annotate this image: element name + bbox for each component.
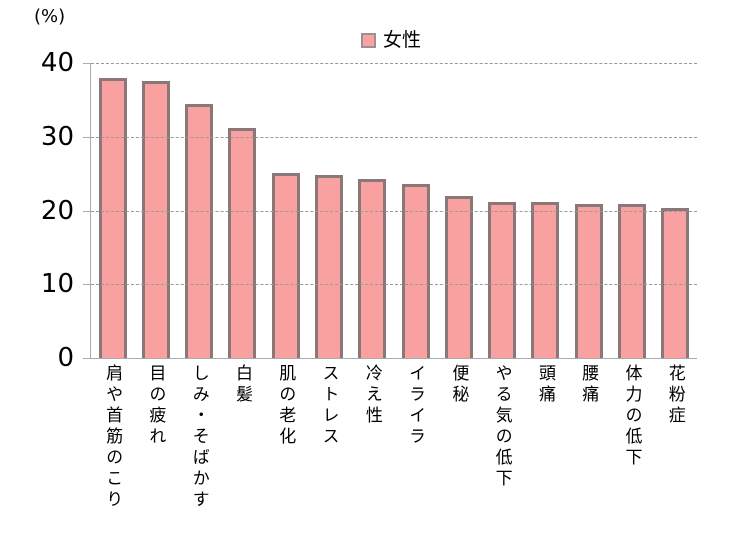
bar-slot	[91, 77, 134, 358]
y-axis-tick-label: 30	[40, 121, 74, 152]
x-label-slot: ストレス	[306, 364, 349, 448]
bar-slot	[394, 183, 437, 358]
y-axis-tick	[83, 210, 90, 212]
bar	[401, 183, 430, 358]
x-label-slot: 花粉症	[653, 364, 696, 427]
x-axis-category-label: 花粉症	[664, 364, 685, 427]
bar-slot	[524, 202, 567, 358]
x-axis-category-label: やる気の低下	[491, 364, 512, 490]
bar-slot	[351, 178, 394, 358]
x-label-slot: イライラ	[393, 364, 436, 448]
bar-slot	[178, 104, 221, 358]
x-label-slot: 目の疲れ	[133, 364, 176, 448]
x-axis-category-label: しみ・そばかす	[188, 364, 209, 511]
gridline	[91, 63, 697, 64]
bar	[141, 80, 170, 358]
bar-slot	[221, 127, 264, 358]
x-axis-category-label: 頭痛	[534, 364, 555, 406]
bar-slot	[264, 172, 307, 358]
x-label-slot: 頭痛	[523, 364, 566, 406]
legend-swatch	[361, 33, 376, 48]
bar	[574, 203, 603, 358]
legend: 女性	[361, 31, 421, 50]
bar	[185, 104, 214, 358]
bar	[444, 195, 473, 358]
bar	[271, 172, 300, 358]
x-axis-category-label: 肩や首筋のこり	[102, 364, 123, 511]
bar	[315, 175, 344, 358]
y-axis-unit-label: (%)	[34, 6, 66, 27]
x-label-slot: 体力の低下	[609, 364, 652, 469]
bar	[98, 77, 127, 358]
bar-slot	[437, 195, 480, 358]
bar-slot	[481, 202, 524, 358]
y-axis-tick-label: 10	[40, 269, 74, 300]
bar	[358, 178, 387, 358]
bar	[618, 203, 647, 358]
bar	[488, 202, 517, 358]
x-axis-category-label: 白髪	[231, 364, 252, 406]
x-axis-category-label: 便秘	[448, 364, 469, 406]
bar-slot	[610, 203, 653, 358]
plot-area	[90, 63, 697, 359]
y-axis-tick-label: 20	[40, 195, 74, 226]
y-axis-tick-label: 40	[40, 48, 74, 78]
x-label-slot: 肌の老化	[263, 364, 306, 448]
x-label-slot: 腰痛	[566, 364, 609, 406]
x-axis-labels: 肩や首筋のこり 目の疲れ しみ・そばかす 白髪 肌の老化 ストレス 冷え性 イライラ 便秘 やる気…	[90, 364, 696, 511]
x-axis-category-label: ストレス	[318, 364, 339, 448]
x-label-slot: 冷え性	[350, 364, 393, 427]
bar-slot	[134, 80, 177, 358]
x-axis-category-label: 肌の老化	[275, 364, 296, 448]
x-axis-category-label: 腰痛	[578, 364, 599, 406]
x-label-slot: やる気の低下	[480, 364, 523, 490]
y-axis-tick-label: 0	[57, 343, 74, 373]
x-axis-category-label: イライラ	[405, 364, 426, 448]
bar-slot	[654, 207, 697, 358]
y-axis-tick	[83, 63, 90, 64]
x-axis-category-label: 目の疲れ	[145, 364, 166, 448]
x-axis-category-label: 冷え性	[361, 364, 382, 427]
x-label-slot: しみ・そばかす	[177, 364, 220, 511]
x-label-slot: 白髪	[220, 364, 263, 406]
x-label-slot: 肩や首筋のこり	[90, 364, 133, 511]
bars-row	[91, 63, 697, 358]
bar	[228, 127, 257, 358]
legend-label: 女性	[383, 29, 422, 51]
y-axis-tick	[83, 284, 90, 286]
bar-slot	[307, 175, 350, 358]
gridline	[91, 210, 697, 212]
gridline	[91, 284, 697, 286]
y-axis-labels: 0 10 20 30 40	[0, 50, 90, 371]
y-axis-tick	[83, 358, 90, 359]
bar-slot	[567, 203, 610, 358]
bar	[531, 202, 560, 358]
y-axis-tick	[83, 136, 90, 138]
bar	[661, 207, 690, 358]
x-axis-category-label: 体力の低下	[621, 364, 642, 469]
gridline	[91, 136, 697, 138]
x-label-slot: 便秘	[436, 364, 479, 406]
